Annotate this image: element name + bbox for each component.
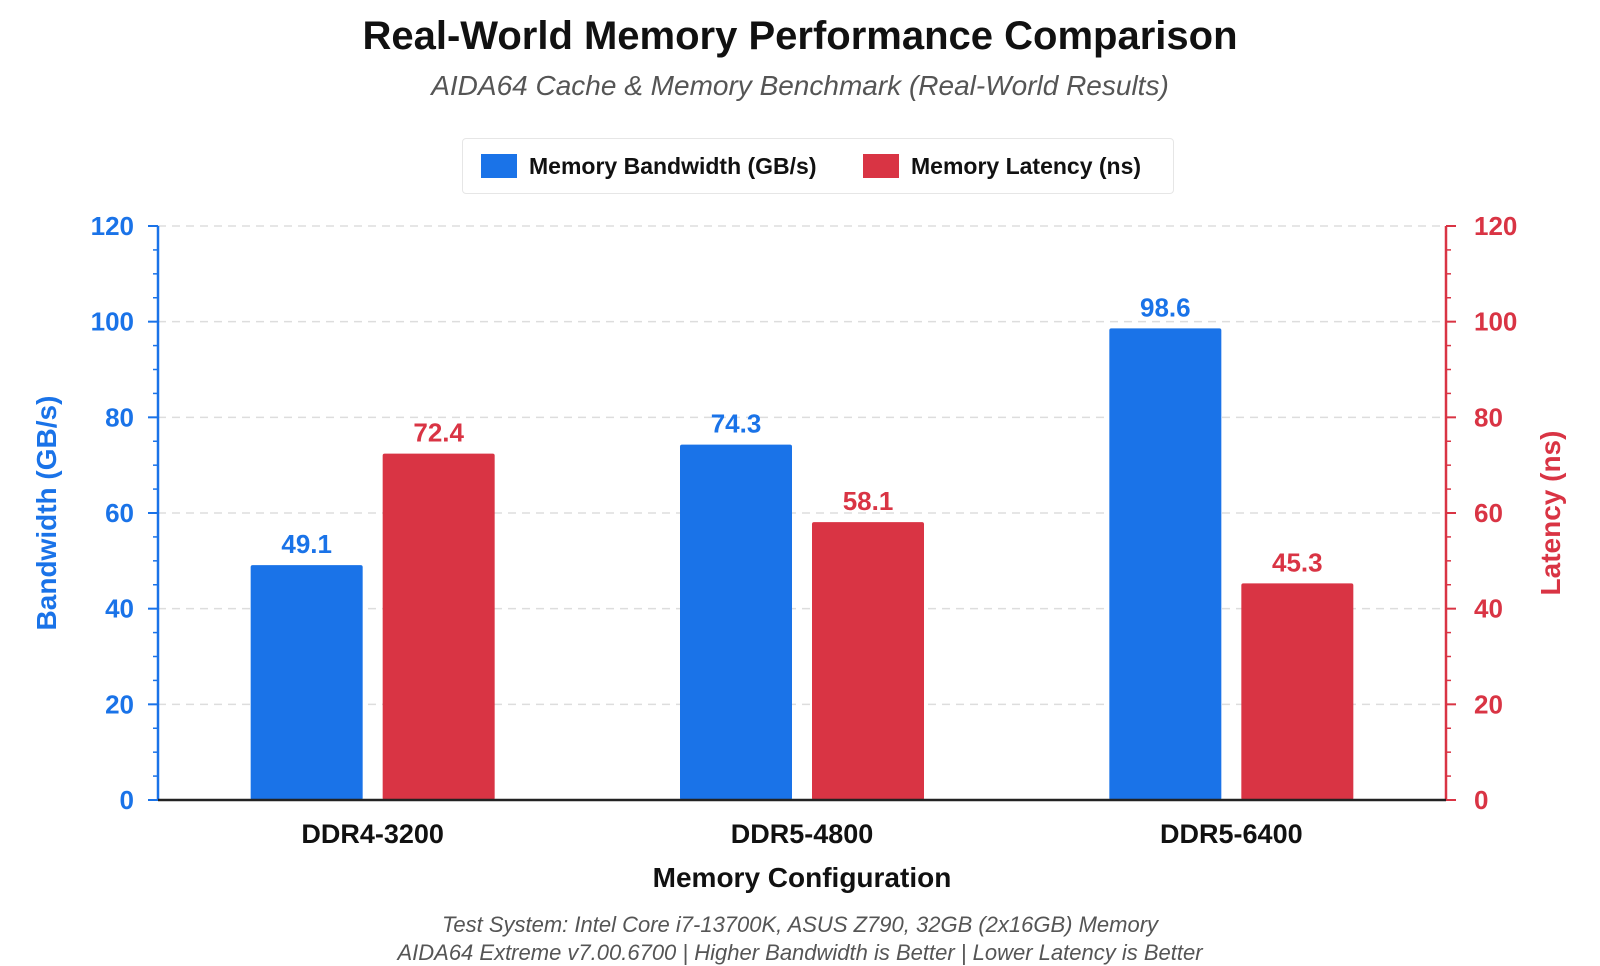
- right-axis-tick-label: 100: [1474, 307, 1517, 337]
- bar-latency: [812, 522, 924, 800]
- bars-layer: [250, 328, 1354, 800]
- bar-bandwidth: [250, 565, 363, 800]
- data-label-latency: 58.1: [843, 486, 894, 516]
- x-tick-label: DDR5-4800: [731, 819, 874, 849]
- labels-layer: 0 0 20 20 40 40 60 60 80 80 100 100 120 120 49.1 72.4 DD…: [31, 211, 1566, 893]
- right-axis-tick-label: 120: [1474, 211, 1517, 241]
- x-tick-label: DDR5-6400: [1160, 819, 1303, 849]
- x-axis-title: Memory Configuration: [653, 862, 952, 893]
- right-axis-tick-label: 60: [1474, 498, 1503, 528]
- legend-label-latency: Memory Latency (ns): [911, 152, 1142, 179]
- chart-subtitle: AIDA64 Cache & Memory Benchmark (Real-Wo…: [431, 70, 1169, 101]
- right-axis-tick-label: 20: [1474, 689, 1503, 719]
- left-axis-tick-label: 40: [105, 594, 134, 624]
- bar-latency: [382, 453, 495, 800]
- data-label-bandwidth: 49.1: [281, 529, 332, 559]
- chart-legend: Memory Bandwidth (GB/s) Memory Latency (…: [462, 138, 1174, 194]
- y-axis-title-right: Latency (ns): [1535, 431, 1566, 596]
- axes-layer: [148, 225, 1456, 802]
- bar-bandwidth: [680, 444, 792, 800]
- right-axis-tick-label: 40: [1474, 594, 1503, 624]
- footer-line-1: Test System: Intel Core i7-13700K, ASUS …: [441, 912, 1159, 937]
- left-axis-tick-label: 60: [105, 498, 134, 528]
- y-axis-title-left: Bandwidth (GB/s): [31, 396, 62, 631]
- chart-title: Real-World Memory Performance Comparison: [362, 14, 1238, 58]
- left-axis-tick-label: 120: [91, 211, 134, 241]
- data-label-bandwidth: 98.6: [1140, 292, 1191, 322]
- left-axis-tick-label: 100: [91, 307, 134, 337]
- right-axis-tick-label: 80: [1474, 402, 1503, 432]
- legend-item-bandwidth: Memory Bandwidth (GB/s): [481, 139, 817, 193]
- data-label-latency: 45.3: [1272, 547, 1323, 577]
- data-label-bandwidth: 74.3: [711, 409, 762, 439]
- data-label-latency: 72.4: [413, 418, 464, 448]
- grid-layer: [158, 225, 1446, 706]
- bar-bandwidth: [1109, 328, 1222, 800]
- x-tick-label: DDR4-3200: [301, 819, 444, 849]
- legend-swatch-bandwidth: [481, 154, 517, 178]
- left-axis-tick-label: 80: [105, 402, 134, 432]
- legend-label-bandwidth: Memory Bandwidth (GB/s): [529, 152, 817, 179]
- left-axis-tick-label: 20: [105, 689, 134, 719]
- right-axis-tick-label: 0: [1474, 785, 1488, 815]
- bar-latency: [1241, 583, 1354, 800]
- footer-line-2: AIDA64 Extreme v7.00.6700 | Higher Bandw…: [397, 940, 1203, 965]
- legend-swatch-latency: [863, 154, 899, 178]
- legend-item-latency: Memory Latency (ns): [863, 139, 1141, 193]
- left-axis-tick-label: 0: [120, 785, 134, 815]
